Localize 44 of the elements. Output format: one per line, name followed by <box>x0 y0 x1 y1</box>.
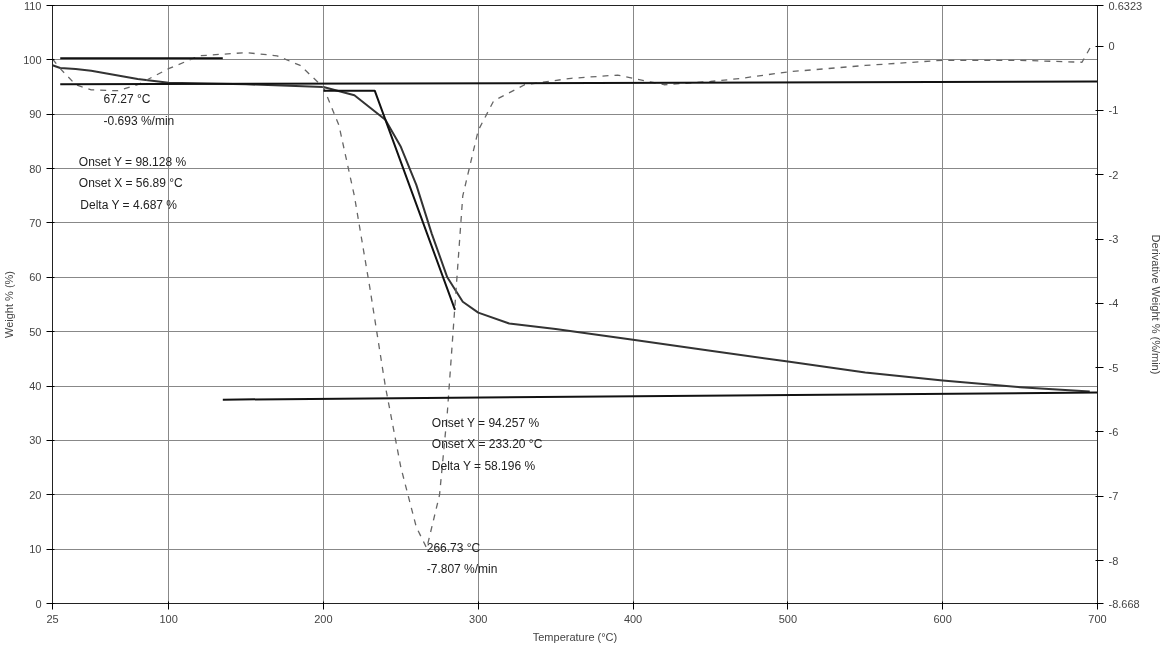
y2-tick-label: -7 <box>1108 490 1119 503</box>
y-tick-label: 50 <box>29 325 42 338</box>
y-tick-label: 20 <box>29 488 42 501</box>
y-axis-title: Weight % (%) <box>3 270 16 339</box>
x-tick-label: 600 <box>933 612 952 625</box>
x-tick-label: 25 <box>46 612 59 625</box>
x-tick-label: 400 <box>623 612 643 625</box>
y2-tick-label: -4 <box>1108 297 1119 310</box>
y2-tick-label: -8.668 <box>1108 597 1140 610</box>
y-tick-label: 100 <box>23 53 42 66</box>
x-tick-label: 700 <box>1088 612 1107 625</box>
annotation: 266.73 °C <box>426 540 481 555</box>
x-tick-label: 500 <box>778 612 798 625</box>
y-tick-label: 10 <box>29 543 42 556</box>
y2-tick-label: -5 <box>1108 361 1119 374</box>
x-tick-label: 300 <box>469 612 488 625</box>
y2-tick-label: -2 <box>1108 168 1119 181</box>
annotation: Onset X = 56.89 °C <box>78 176 184 191</box>
y-tick-label: 70 <box>29 216 42 229</box>
x-tick-label: 200 <box>314 612 333 625</box>
y-tick-label: 60 <box>29 271 42 284</box>
y2-tick-label: 0.6323 <box>1108 0 1143 12</box>
y2-tick-label: -6 <box>1108 425 1119 438</box>
y-tick-label: 80 <box>29 162 42 175</box>
annotation: Delta Y = 58.196 % <box>431 459 536 474</box>
annotation: -7.807 %/min <box>426 562 498 577</box>
y-tick-label: 90 <box>29 108 42 121</box>
annotation: Onset Y = 98.128 % <box>78 154 187 169</box>
y2-tick-label: -3 <box>1108 233 1119 246</box>
y-tick-label: 40 <box>29 380 42 393</box>
y2-tick-label: 0 <box>1108 40 1115 53</box>
annotation: -0.693 %/min <box>103 113 175 128</box>
x-axis-title: Temperature (°C) <box>532 630 618 643</box>
annotation: 67.27 °C <box>103 92 151 107</box>
annotation: Onset X = 233.20 °C <box>431 437 543 452</box>
y2-tick-label: -8 <box>1108 554 1119 567</box>
y-tick-label: 0 <box>35 597 42 610</box>
y-tick-label: 30 <box>29 434 42 447</box>
x-tick-label: 100 <box>159 612 178 625</box>
y-tick-label: 110 <box>23 0 42 12</box>
annotation: Delta Y = 4.687 % <box>80 198 178 213</box>
annotation: Onset Y = 94.257 % <box>431 415 540 430</box>
y2-axis-title: Derivative Weight % (%/min) <box>1150 234 1163 375</box>
y2-tick-label: -1 <box>1108 104 1119 117</box>
